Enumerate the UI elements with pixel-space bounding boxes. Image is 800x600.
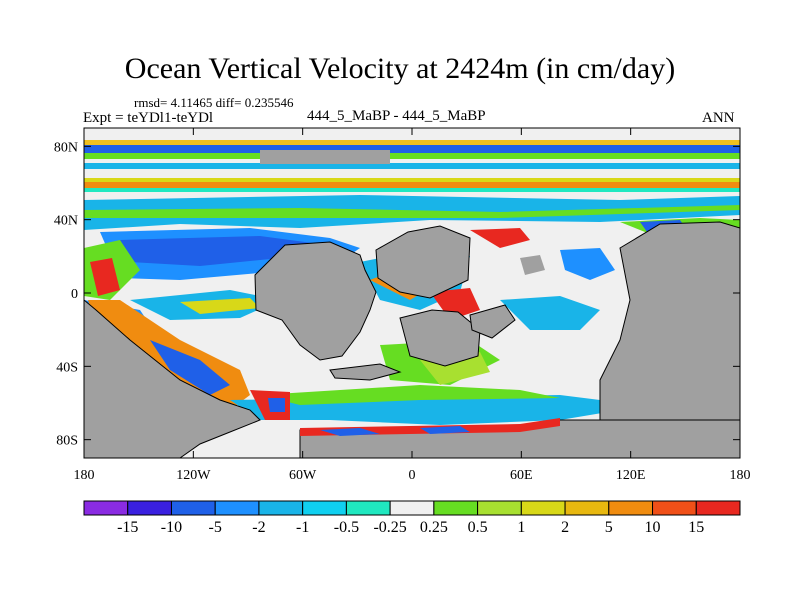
ocean-field-patch: [560, 248, 615, 280]
arctic-band: [84, 153, 740, 159]
land-continent-north: [375, 225, 471, 299]
colorbar-label: -0.25: [373, 519, 406, 536]
colorbar-label: -15: [117, 519, 138, 536]
y-axis: 80N 40N 0 40S 80S: [54, 140, 740, 449]
colorbar-label: 0.5: [468, 519, 488, 536]
colorbar-swatch: [170, 500, 216, 516]
ocean-field-patch: [90, 258, 120, 296]
x-tick-label: 120E: [616, 468, 646, 483]
ocean-field-patch: [320, 428, 380, 436]
ocean-field-patch: [268, 398, 285, 412]
land-island: [520, 255, 545, 275]
x-tick-label: 180: [74, 468, 95, 483]
colorbar-swatch: [520, 500, 566, 516]
colorbar-swatch: [127, 500, 172, 516]
y-tick-label: 40S: [56, 360, 78, 375]
colorbar-swatch: [608, 500, 654, 516]
colorbar-swatch: [564, 500, 610, 516]
arctic-band: [84, 178, 740, 182]
land-continent-central: [399, 309, 481, 367]
ocean-field-patch: [120, 236, 320, 266]
ocean-field-patch: [500, 296, 600, 330]
colorbar-swatch: [214, 500, 260, 516]
x-tick-label: 60E: [510, 468, 533, 483]
y-tick-label: 80N: [54, 140, 78, 155]
land-continent-southwest: [84, 299, 261, 458]
land-island: [329, 363, 402, 381]
rmsd-diff-stats: rmsd= 4.11465 diff= 0.235546: [134, 95, 294, 110]
land-island: [469, 304, 516, 339]
colorbar-swatch: [433, 500, 479, 516]
arctic-band: [84, 188, 740, 192]
x-axis: 180 120W 60W 0 60E 120E 180: [74, 128, 751, 483]
map-area: [84, 128, 740, 458]
ocean-field-patch: [180, 298, 260, 314]
colorbar-label: 10: [645, 519, 661, 536]
y-tick-label: 80S: [56, 434, 78, 449]
colorbar-swatch: [302, 500, 347, 516]
colorbar-label: 2: [561, 519, 569, 536]
ocean-field-patch: [430, 288, 480, 320]
colorbar: -15 -10 -5 -2 -1 -0.5 -0.25 0.25 0.5 1 2 5 10 15: [83, 500, 741, 536]
colorbar-label: -2: [252, 519, 265, 536]
colorbar-swatch: [389, 500, 435, 516]
y-tick-label: 0: [71, 287, 78, 302]
y-tick-label: 40N: [54, 214, 78, 229]
x-tick-label: 120W: [176, 468, 211, 483]
colorbar-swatch: [652, 500, 697, 516]
land-continent-west: [254, 241, 377, 361]
colorbar-label: -10: [161, 519, 182, 536]
ocean-field-patch: [470, 228, 530, 248]
experiment-label: Expt = teYDl1-teYDl: [83, 110, 214, 126]
plot-title: Ocean Vertical Velocity at 2424m (in cm/…: [124, 52, 676, 85]
x-tick-label: 60W: [289, 468, 317, 483]
ocean-field-patch: [260, 385, 560, 405]
colorbar-swatch: [258, 500, 304, 516]
colorbar-label: 5: [605, 519, 613, 536]
x-tick-label: 0: [409, 468, 416, 483]
ocean-field-patch: [150, 340, 230, 395]
colorbar-label: -0.5: [334, 519, 359, 536]
x-tick-label: 180: [730, 468, 751, 483]
colorbar-label: 1: [517, 519, 525, 536]
arctic-band: [84, 140, 740, 145]
colorbar-swatch: [345, 500, 391, 516]
colorbar-label: -5: [209, 519, 222, 536]
ocean-field-patch: [84, 205, 740, 218]
greenland-land: [260, 150, 390, 164]
arctic-band: [84, 182, 740, 188]
colorbar-label: 0.25: [420, 519, 448, 536]
ocean-field-patch: [420, 426, 470, 434]
colorbar-label: 15: [688, 519, 704, 536]
colorbar-label: -1: [296, 519, 309, 536]
arctic-band: [84, 145, 740, 153]
arctic-band: [84, 163, 740, 169]
colorbar-swatch: [83, 500, 129, 516]
colorbar-swatch: [477, 500, 522, 516]
season-label: ANN: [702, 110, 735, 126]
case-names-label: 444_5_MaBP - 444_5_MaBP: [307, 108, 486, 124]
colorbar-swatch: [695, 500, 741, 516]
